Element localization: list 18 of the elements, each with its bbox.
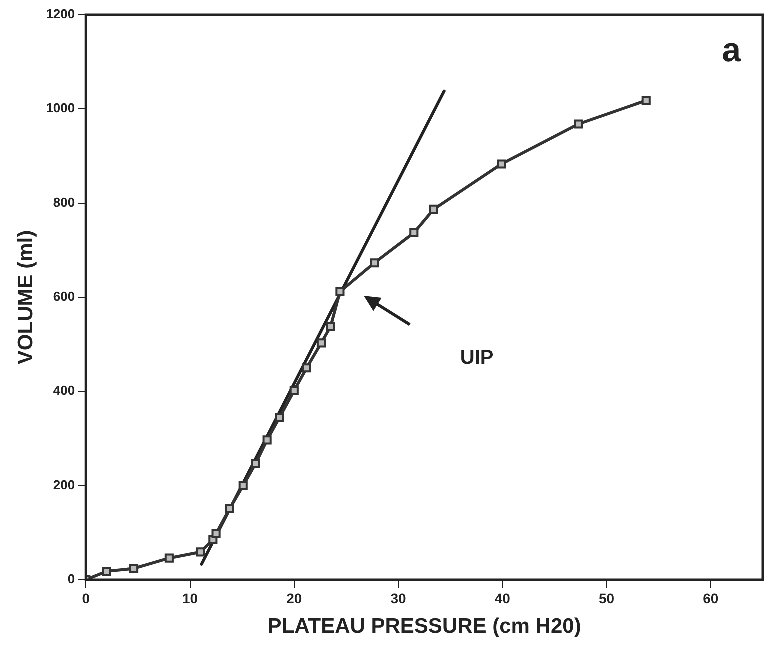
x-tick-label: 40 — [494, 590, 511, 606]
x-tick-label: 50 — [599, 590, 615, 606]
y-tick-label: 800 — [53, 194, 76, 210]
x-tick-label: 60 — [703, 590, 719, 606]
x-tick-label: 30 — [390, 590, 407, 606]
y-tick-label: 200 — [53, 477, 76, 492]
y-tick-label: 1200 — [46, 6, 76, 22]
y-tick-label: 600 — [53, 289, 76, 304]
x-axis-title: PLATEAU PRESSURE (cm H20) — [268, 615, 582, 638]
y-tick-label: 400 — [53, 383, 76, 398]
x-tick-label: 10 — [182, 590, 198, 606]
annotation: a — [722, 31, 742, 70]
y-tick-label: 0 — [68, 572, 76, 587]
y-axis-title: VOLUME (ml) — [14, 230, 38, 365]
x-tick-label: 20 — [286, 590, 302, 606]
x-tick-label: 0 — [82, 590, 90, 606]
annotation: UIP — [460, 347, 494, 370]
y-tick-label: 1000 — [46, 100, 76, 116]
